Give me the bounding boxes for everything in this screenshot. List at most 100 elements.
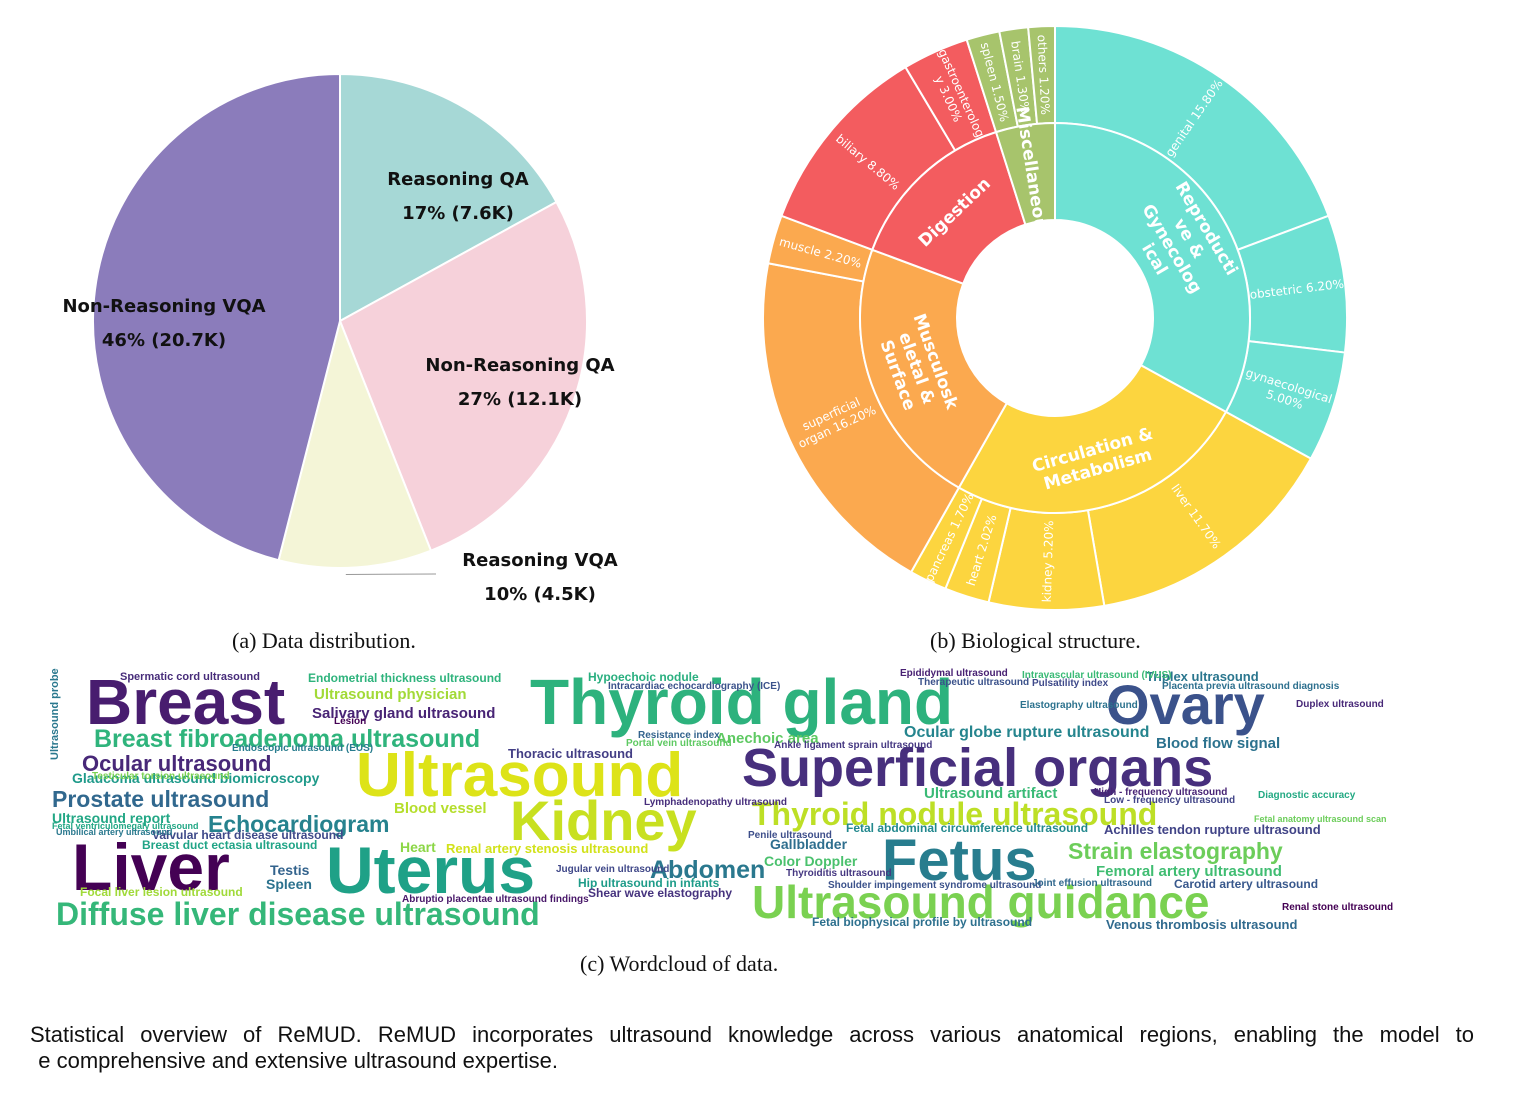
pie-slice-reasoning-qa: [339, 72, 558, 323]
wordcloud-word-renal-artery-stenosis-ultrasound: Renal artery stenosis ultrasound: [446, 841, 648, 856]
wordcloud-word-blood-flow-signal: Blood flow signal: [1156, 735, 1280, 752]
wordcloud-word-fetal-ventriculomegaly-ultrasound: Fetal ventriculomegaly ultrasound: [52, 821, 199, 831]
wordcloud-word-anechoic-area: Anechoic area: [716, 730, 819, 747]
pie-label-non-reasoning-vqa: Non-Reasoning VQA: [62, 296, 265, 317]
wordcloud-word-fetal-biophysical-profile-by-ultrasound: Fetal biophysical profile by ultrasound: [812, 915, 1032, 929]
pie-value-non-reasoning-vqa: 46% (20.7K): [102, 330, 226, 351]
pie-label-reasoning-vqa: Reasoning VQA: [462, 550, 617, 571]
wordcloud-word-thyroid-nodule-ultrasound: Thyroid nodule ultrasound: [752, 796, 1157, 832]
wordcloud-word-uterus: Uterus: [326, 833, 535, 907]
data-distribution-pie-chart: Reasoning QA 17% (7.6K) Non-Reasoning QA 27…: [62, 72, 618, 605]
wordcloud-word-hypoechoic-nodule: Hypoechoic nodule: [588, 670, 699, 684]
wordcloud-word-elastography-ultrasound: Elastography ultrasound: [1020, 700, 1138, 711]
wordcloud-word-kidney: Kidney: [510, 789, 697, 852]
sunburst-group-musculoskeletal-surface: [859, 248, 1009, 490]
caption-a: (a) Data distribution.: [232, 628, 416, 653]
wordcloud-word-intravascular-ultrasound-ivus: Intravascular ultrasound (IVUS): [1022, 670, 1171, 681]
wordcloud-word-venous-thrombosis-ultrasound: Venous thrombosis ultrasound: [1106, 917, 1297, 932]
wordcloud-word-ovary: Ovary: [1106, 673, 1265, 736]
wordcloud-word-testis: Testis: [270, 862, 310, 878]
wordcloud-word-diagnostic-accuracy: Diagnostic accuracy: [1258, 790, 1356, 801]
wordcloud-word-high-frequency-ultrasound: High - frequency ultrasound: [1094, 787, 1227, 798]
wordcloud-word-testicular-torsion-ultrasound: Testicular torsion ultrasound: [92, 771, 230, 782]
wordcloud-word-lesion: Lesion: [334, 716, 366, 727]
wordcloud-word-fetus: Fetus: [882, 828, 1037, 893]
figure-caption: Statistical overview of ReMUD. ReMUD inc…: [0, 1020, 1526, 1080]
sunburst-leaf-label-kidney-5-20: kidney 5.20%: [1040, 520, 1056, 602]
wordcloud-word-focal-liver-lesion-ultrasound: Focal liver lesion ultrasound: [80, 885, 243, 899]
wordcloud-word-echocardiogram: Echocardiogram: [208, 811, 390, 837]
wordcloud-word-portal-vein-ultrasound: Portal vein ultrasound: [626, 738, 732, 749]
wordcloud-word-fetal-anatomy-ultrasound-scan: Fetal anatomy ultrasound scan: [1254, 814, 1387, 824]
wordcloud-word-shear-wave-elastography: Shear wave elastography: [588, 886, 732, 900]
wordcloud-word-endoscopic-ultrasound-eus: Endoscopic ultrasound (EUS): [232, 743, 373, 754]
pie-label-reasoning-qa: Reasoning QA: [387, 169, 529, 190]
wordcloud-word-ultrasound-probe: Ultrasound probe: [49, 668, 61, 760]
wordcloud-word-breast-fibroadenoma-ultrasound: Breast fibroadenoma ultrasound: [94, 725, 480, 753]
figure-caption-line-1: Statistical overview of ReMUD. ReMUD inc…: [30, 1022, 1474, 1047]
wordcloud-word-thyroid-gland: Thyroid gland: [530, 666, 953, 738]
wordcloud-word-ankle-ligament-sprain-ultrasound: Ankle ligament sprain ultrasound: [774, 740, 932, 751]
wordcloud-word-strain-elastography: Strain elastography: [1068, 838, 1283, 864]
sunburst-group-miscellaneous: [994, 121, 1056, 226]
wordcloud-word-abruptio-placentae-ultrasound-findings: Abruptio placentae ultrasound findings: [402, 894, 589, 905]
wordcloud-word-achilles-tendon-rupture-ultrasound: Achilles tendon rupture ultrasound: [1104, 822, 1321, 837]
biological-structure-sunburst-chart: genital 15.80%obstetric 6.20%gynaecologi…: [762, 24, 1348, 611]
wordcloud-word-diffuse-liver-disease-ultrasound: Diffuse liver disease ultrasound: [56, 896, 540, 932]
wordcloud-word-endometrial-thickness-ultrasound: Endometrial thickness ultrasound: [308, 671, 501, 685]
wordcloud-word-blood-vessel: Blood vessel: [394, 800, 487, 817]
pie-slice-non-reasoning-qa: [338, 200, 588, 552]
pie-value-reasoning-qa: 17% (7.6K): [402, 203, 514, 224]
pie-slice-non-reasoning-vqa: [92, 72, 341, 562]
wordcloud-word-epididymal-ultrasound: Epididymal ultrasound: [900, 668, 1008, 679]
wordcloud-word-ultrasound-physician: Ultrasound physician: [314, 686, 467, 703]
wordcloud-word-color-doppler: Color Doppler: [764, 853, 858, 869]
wordcloud-word-breast: Breast: [86, 666, 285, 738]
wordcloud-word-penile-ultrasound: Penile ultrasound: [748, 830, 832, 841]
pie-slice-reasoning-vqa: [277, 317, 433, 569]
wordcloud-word-salivary-gland-ultrasound: Salivary gland ultrasound: [312, 705, 495, 722]
caption-c: (c) Wordcloud of data.: [580, 951, 779, 976]
caption-b: (b) Biological structure.: [930, 628, 1141, 653]
wordcloud-word-thyroiditis-ultrasound: Thyroiditis ultrasound: [786, 868, 892, 879]
wordcloud-word-glaucoma-ultrasound-biomicroscopy: Glaucoma ultrasound biomicroscopy: [72, 770, 320, 786]
wordcloud-word-triplex-ultrasound: Triplex ultrasound: [1146, 669, 1259, 684]
wordcloud-word-shoulder-impingement-syndrome-ultrasound: Shoulder impingement syndrome ultrasound: [828, 880, 1041, 891]
pie-label-non-reasoning-qa: Non-Reasoning QA: [425, 355, 614, 376]
wordcloud-word-ocular-ultrasound: Ocular ultrasound: [82, 751, 271, 776]
wordcloud-word-placenta-previa-ultrasound-diagnosis: Placenta previa ultrasound diagnosis: [1162, 681, 1340, 692]
wordcloud-word-spermatic-cord-ultrasound: Spermatic cord ultrasound: [120, 671, 260, 683]
wordcloud-word-femoral-artery-ultrasound: Femoral artery ultrasound: [1096, 863, 1282, 880]
wordcloud-word-heart: Heart: [400, 839, 436, 855]
wordcloud-word-renal-stone-ultrasound: Renal stone ultrasound: [1282, 902, 1393, 913]
wordcloud-word-jugular-vein-ultrasound: Jugular vein ultrasound: [556, 864, 669, 875]
wordcloud-word-valvular-heart-disease-ultrasound: Valvular heart disease ultrasound: [152, 828, 343, 842]
wordcloud-word-pulsatility-index: Pulsatility index: [1032, 678, 1109, 689]
wordcloud-word-liver: Liver: [72, 830, 230, 904]
wordcloud-word-intracardiac-echocardiography-ice: Intracardiac echocardiography (ICE): [608, 681, 780, 692]
wordcloud-word-duplex-ultrasound: Duplex ultrasound: [1296, 699, 1384, 710]
wordcloud-word-ultrasound-guidance: Ultrasound guidance: [752, 876, 1209, 928]
pie-value-reasoning-vqa: 10% (4.5K): [484, 584, 596, 605]
wordcloud-word-therapeutic-ultrasound: Therapeutic ultrasound: [918, 677, 1029, 688]
wordcloud-word-low-frequency-ultrasound: Low - frequency ultrasound: [1104, 795, 1235, 806]
wordcloud-word-ultrasound-report: Ultrasound report: [52, 810, 171, 826]
pie-value-non-reasoning-qa: 27% (12.1K): [458, 389, 582, 410]
wordcloud-word-joint-effusion-ultrasound: Joint effusion ultrasound: [1032, 878, 1152, 889]
figure-caption-line-2: e comprehensive and extensive ultrasound…: [38, 1048, 558, 1073]
wordcloud-word-ultrasound-artifact: Ultrasound artifact: [924, 785, 1057, 802]
wordcloud-word-resistance-index: Resistance index: [638, 730, 720, 741]
wordcloud-word-hip-ultrasound-in-infants: Hip ultrasound in infants: [578, 876, 720, 890]
wordcloud-word-ultrasound: Ultrasound: [356, 741, 683, 810]
sunburst-leaf-label-others-1-20: others 1.20%: [1035, 34, 1053, 115]
wordcloud-word-superficial-organs: Superficial organs: [742, 738, 1213, 798]
sunburst-group-circulation-metabolism: [957, 363, 1228, 514]
wordcloud-word-abdomen: Abdomen: [650, 856, 765, 884]
wordcloud-word-ocular-globe-rupture-ultrasound: Ocular globe rupture ultrasound: [904, 724, 1149, 741]
sunburst-group-reproductive-gynecological: [1054, 121, 1251, 414]
wordcloud-word-prostate-ultrasound: Prostate ultrasound: [52, 786, 269, 812]
wordcloud-word-umbilical-artery-ultrasound: Umbilical artery ultrasound: [56, 827, 173, 837]
wordcloud-word-gallbladder: Gallbladder: [770, 836, 848, 852]
